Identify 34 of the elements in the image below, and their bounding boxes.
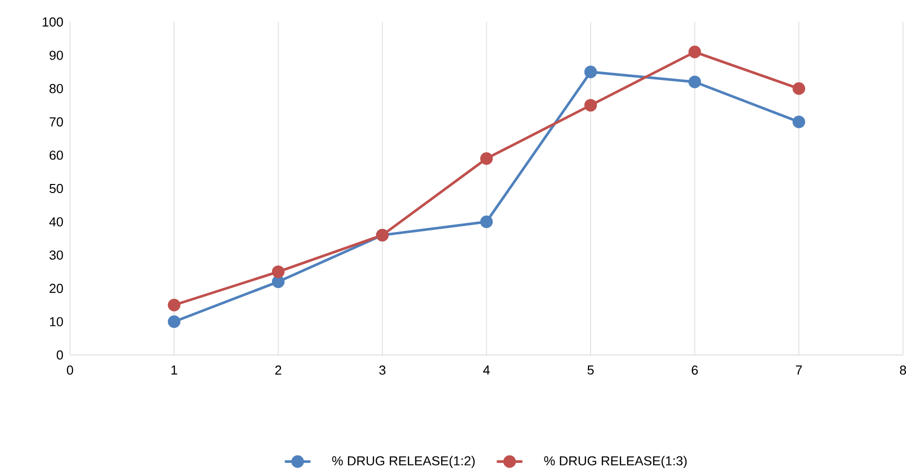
legend-label: % DRUG RELEASE(1:3) [544, 456, 687, 468]
point [272, 265, 285, 278]
x-tick-label: 1 [172, 366, 178, 374]
y-tick-label: 70 [50, 117, 63, 126]
point [272, 275, 285, 288]
x-tick-label: 8 [900, 366, 906, 375]
point [480, 152, 493, 165]
x-tick-label: 5 [588, 366, 594, 375]
x-tick-label: 6 [692, 366, 698, 375]
x-tick-label: 7 [796, 366, 802, 374]
x-tick-label: 2 [275, 366, 282, 375]
point [792, 116, 806, 128]
legend-label: % DRUG RELEASE(1:2) [332, 456, 475, 468]
y-tick-label: 80 [50, 84, 63, 94]
y-tick-label: 50 [50, 184, 63, 194]
point [168, 315, 180, 328]
y-tick-label: 100 [42, 17, 63, 27]
y-tick-label: 40 [49, 217, 63, 226]
point [480, 216, 493, 228]
y-tick-label: 10 [50, 317, 63, 326]
y-tick-label: 30 [50, 250, 63, 260]
y-tick-label: 0 [56, 350, 63, 360]
point [584, 98, 597, 112]
y-tick-label: 60 [50, 150, 63, 160]
x-tick-label: 3 [379, 366, 386, 375]
point [688, 46, 702, 58]
y-tick-label: 20 [50, 284, 63, 293]
point [792, 82, 806, 95]
y-tick-label: 90 [50, 50, 63, 60]
x-tick-label: 4 [483, 366, 490, 374]
point [688, 76, 702, 88]
x-tick-label: 0 [66, 366, 74, 375]
point [168, 298, 180, 312]
point [584, 66, 597, 78]
